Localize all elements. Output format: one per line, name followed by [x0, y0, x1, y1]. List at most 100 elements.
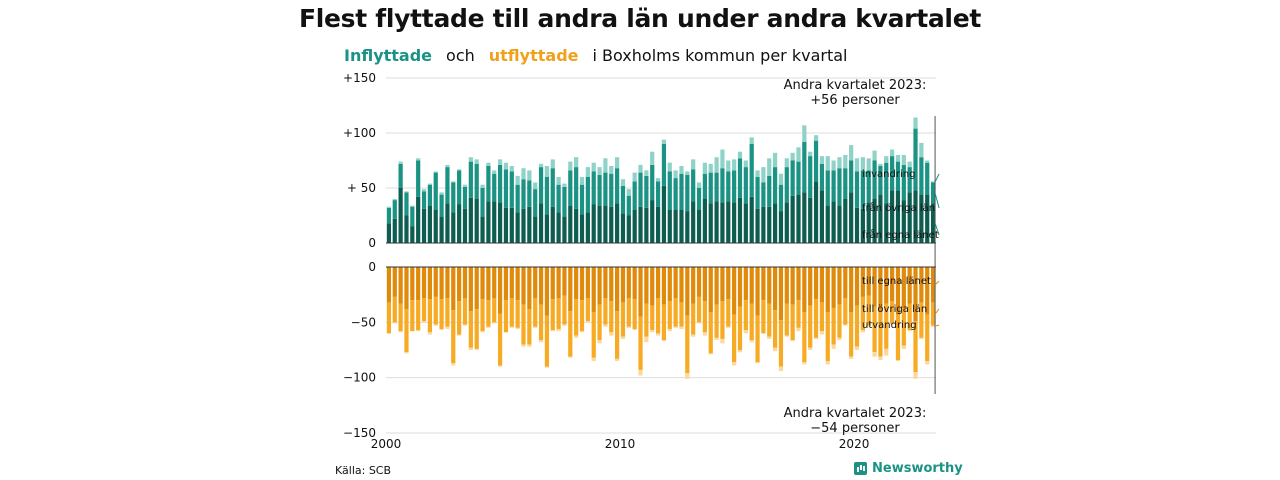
bar-in-2005Q3-0: [515, 212, 520, 243]
bar-in-2018Q4-0: [825, 205, 830, 243]
bar-in-2011Q2-1: [650, 164, 655, 201]
bar-out-2016Q1-0: [761, 267, 766, 301]
bar-out-2004Q2-0: [486, 267, 491, 301]
bar-in-2012Q4-0: [685, 211, 690, 243]
bar-out-2008Q3-0: [585, 267, 590, 298]
bar-in-2007Q3-2: [562, 183, 567, 187]
bar-out-2012Q2-0: [673, 267, 678, 298]
bar-out-2001Q3-1: [421, 297, 427, 322]
bar-in-2003Q2-1: [462, 186, 468, 209]
bar-in-2002Q1-1: [433, 172, 438, 210]
bar-out-2004Q2-1: [486, 300, 491, 327]
bar-in-2015Q3-2: [749, 137, 754, 144]
bar-out-2019Q3-1: [843, 297, 848, 325]
bar-out-2006Q4-1: [544, 315, 550, 367]
bar-out-2002Q2-0: [439, 267, 444, 300]
bar-out-2021Q4-1: [895, 314, 901, 360]
bar-in-2015Q4-1: [755, 177, 760, 209]
bar-out-2007Q4-2: [568, 356, 573, 358]
bar-in-2000Q4-0: [404, 215, 409, 243]
bar-in-2009Q2-0: [603, 205, 608, 243]
bar-out-2006Q2-0: [533, 267, 538, 298]
bar-out-2002Q4-2: [451, 363, 456, 366]
bar-out-2021Q2-2: [884, 348, 889, 356]
bar-in-2014Q4-1: [732, 170, 737, 203]
bar-out-2017Q4-0: [802, 267, 807, 313]
bar-out-2021Q4-2: [895, 359, 901, 362]
label-fran-ovriga-lan: från övriga län: [862, 201, 935, 214]
bar-in-2011Q1-0: [644, 207, 649, 243]
bar-in-2013Q2-2: [696, 182, 702, 188]
bar-out-2020Q1-0: [854, 267, 860, 306]
bar-out-2008Q1-0: [574, 267, 579, 300]
bar-in-2007Q2-0: [556, 212, 561, 243]
bar-out-2020Q3-1: [866, 295, 871, 326]
bar-out-2014Q2-2: [720, 338, 725, 344]
bar-out-2005Q4-2: [521, 344, 526, 347]
bar-in-2015Q2-0: [743, 203, 748, 243]
bar-in-2013Q4-0: [708, 203, 713, 243]
bar-out-2017Q4-1: [802, 312, 807, 363]
bar-in-2021Q3-2: [890, 149, 895, 157]
bar-out-2019Q1-0: [831, 267, 836, 308]
bar-out-2014Q1-1: [714, 304, 719, 338]
bar-in-2022Q3-1: [913, 128, 918, 191]
bar-in-2018Q3-1: [819, 163, 825, 191]
bar-in-2013Q1-2: [691, 159, 696, 170]
bar-in-2019Q4-2: [849, 145, 854, 161]
bar-out-2002Q4-0: [451, 267, 456, 311]
bar-out-2007Q4-1: [568, 311, 573, 357]
bar-out-2014Q1-2: [714, 337, 719, 341]
bar-out-2000Q3-2: [398, 331, 403, 333]
bar-in-2017Q2-0: [790, 195, 795, 243]
bar-out-2010Q2-0: [626, 267, 631, 298]
bar-in-2020Q4-0: [872, 199, 877, 243]
bar-in-2021Q4-2: [895, 155, 901, 162]
bar-out-2002Q1-2: [433, 324, 438, 326]
y-tick-bottom-0: 0: [368, 260, 376, 274]
bar-in-2014Q1-0: [714, 201, 719, 243]
bar-out-2001Q4-0: [427, 267, 432, 300]
bar-in-2015Q2-2: [743, 160, 748, 168]
source-note: Källa: SCB: [335, 464, 392, 477]
bar-in-2010Q4-1: [638, 172, 643, 207]
label-utvandring-leader: [934, 324, 940, 327]
bar-out-2002Q2-2: [439, 328, 444, 331]
bar-out-2015Q4-2: [755, 362, 760, 364]
bar-in-2021Q2-1: [884, 162, 889, 204]
bar-in-2009Q1-2: [597, 167, 602, 175]
bar-in-2001Q2-0: [416, 196, 421, 243]
bar-in-2014Q2-1: [720, 168, 725, 203]
bar-in-2021Q4-0: [895, 190, 901, 243]
bar-in-2017Q1-0: [784, 202, 789, 243]
bar-out-2002Q2-1: [439, 299, 444, 329]
bar-in-2007Q1-1: [550, 168, 555, 207]
bar-in-2002Q4-2: [451, 181, 456, 183]
bar-out-2014Q4-2: [732, 362, 737, 366]
bar-in-2000Q1-0: [386, 223, 392, 243]
bar-in-2002Q1-0: [433, 210, 438, 243]
bar-in-2000Q3-2: [398, 161, 403, 164]
bar-in-2017Q1-1: [784, 167, 789, 203]
bar-out-2022Q1-0: [901, 267, 906, 308]
bar-out-2000Q4-1: [404, 309, 409, 353]
bar-out-2009Q3-0: [609, 267, 614, 302]
bar-out-2017Q1-2: [784, 335, 789, 337]
bar-in-2022Q3-0: [913, 190, 918, 243]
bar-in-2011Q4-2: [661, 139, 667, 144]
bar-in-2023Q2-1: [930, 182, 936, 204]
bar-in-2021Q3-0: [890, 190, 895, 243]
annotation-top-line2: +56 personer: [810, 93, 900, 108]
bar-in-2009Q3-2: [609, 166, 614, 174]
bar-in-2013Q4-2: [708, 163, 713, 173]
bar-out-2020Q4-2: [872, 352, 877, 357]
bar-in-2000Q2-2: [392, 199, 397, 201]
bar-in-2017Q3-2: [796, 147, 801, 162]
bar-in-2002Q4-1: [451, 182, 456, 213]
bar-out-2001Q3-0: [421, 267, 427, 298]
bar-in-2009Q2-2: [603, 158, 608, 173]
bar-in-2002Q3-2: [445, 164, 450, 168]
bar-out-2003Q4-2: [474, 348, 479, 350]
bar-in-2002Q3-1: [445, 167, 450, 204]
bar-out-2000Q2-2: [392, 322, 397, 324]
